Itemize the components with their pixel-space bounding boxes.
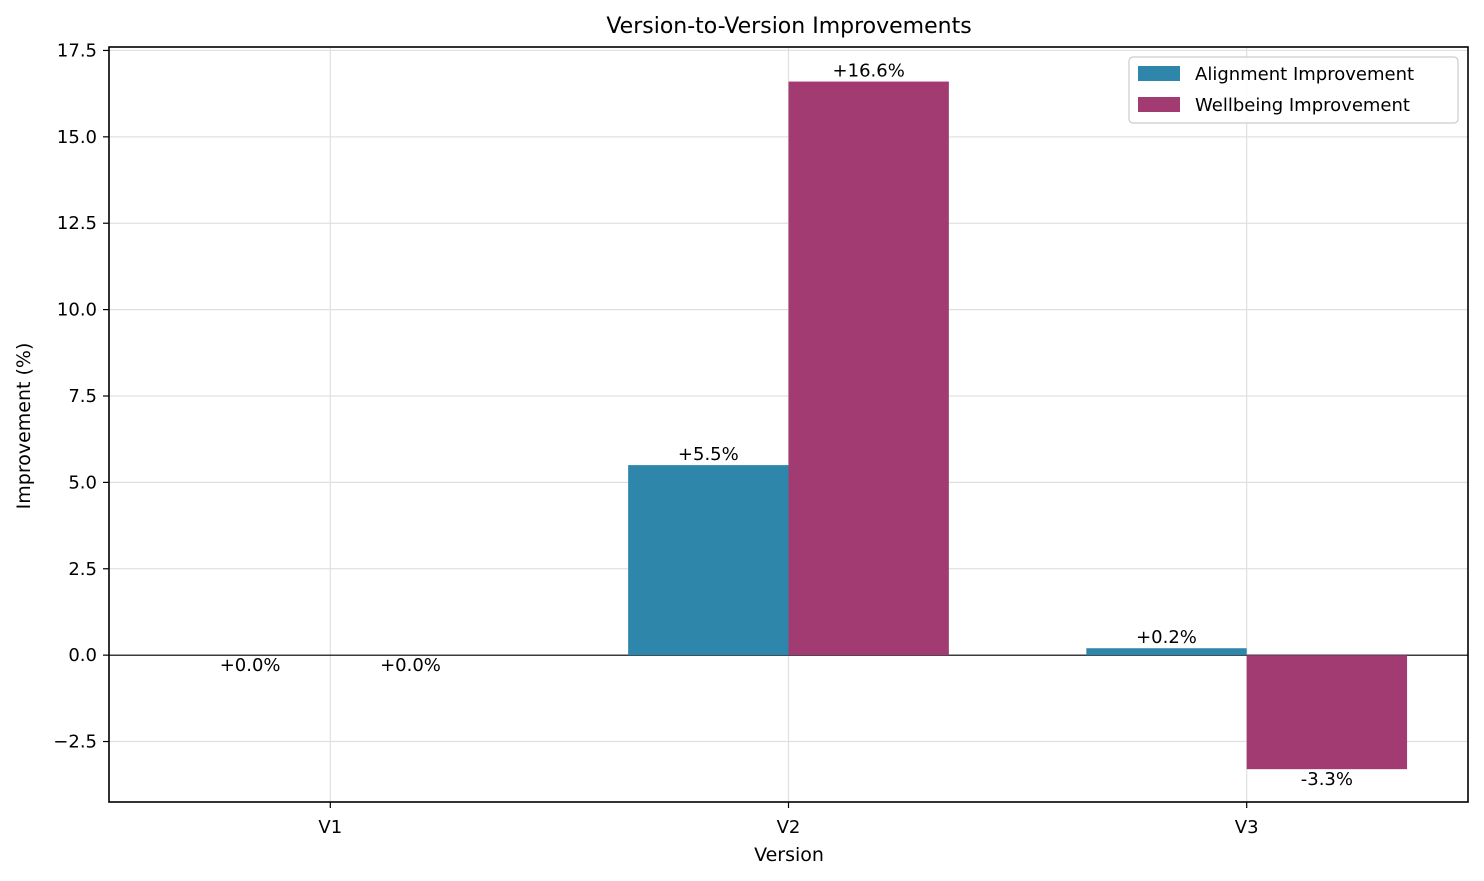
data-label: +0.0% [380,655,441,676]
y-tick-label: 0.0 [68,645,97,666]
y-tick-label: 15.0 [57,127,97,148]
bar [1246,655,1408,770]
y-tick-label: 2.5 [68,559,97,580]
data-label: +5.5% [678,444,739,465]
legend-box [1128,56,1459,124]
y-axis-ticks: −2.5 0.0 2.5 5.0 7.5 10.0 12.5 15.0 17.5 [53,40,109,753]
data-labels: +0.0% +5.5% +0.2% +0.0% +16.6% -3.3% [220,61,1353,791]
legend-label: Wellbeing Improvement [1195,95,1410,116]
data-label: +0.0% [220,655,281,676]
chart-title: Version-to-Version Improvements [606,14,971,39]
y-tick-label: 7.5 [68,386,97,407]
x-tick-label: V3 [1235,817,1259,838]
data-label: +0.2% [1136,627,1197,648]
x-tick-label: V2 [777,817,801,838]
data-label: +16.6% [833,61,905,82]
legend: Alignment Improvement Wellbeing Improveme… [1128,56,1459,124]
data-label: -3.3% [1301,769,1353,790]
legend-label: Alignment Improvement [1195,64,1414,85]
y-tick-label: 17.5 [57,40,97,61]
legend-swatch [1138,66,1180,81]
y-axis-label: Improvement (%) [13,343,35,510]
bar [788,81,949,656]
y-tick-label: 12.5 [57,213,97,234]
x-axis-ticks: V1 V2 V3 [318,802,1259,838]
bars [628,81,1408,770]
x-axis-label: Version [754,844,824,866]
legend-swatch [1138,97,1180,112]
y-tick-label: 5.0 [68,472,97,493]
bar [1086,648,1247,656]
x-tick-label: V1 [318,817,342,838]
y-tick-label: 10.0 [57,300,97,321]
bar [628,465,789,656]
y-tick-label: −2.5 [53,732,97,753]
